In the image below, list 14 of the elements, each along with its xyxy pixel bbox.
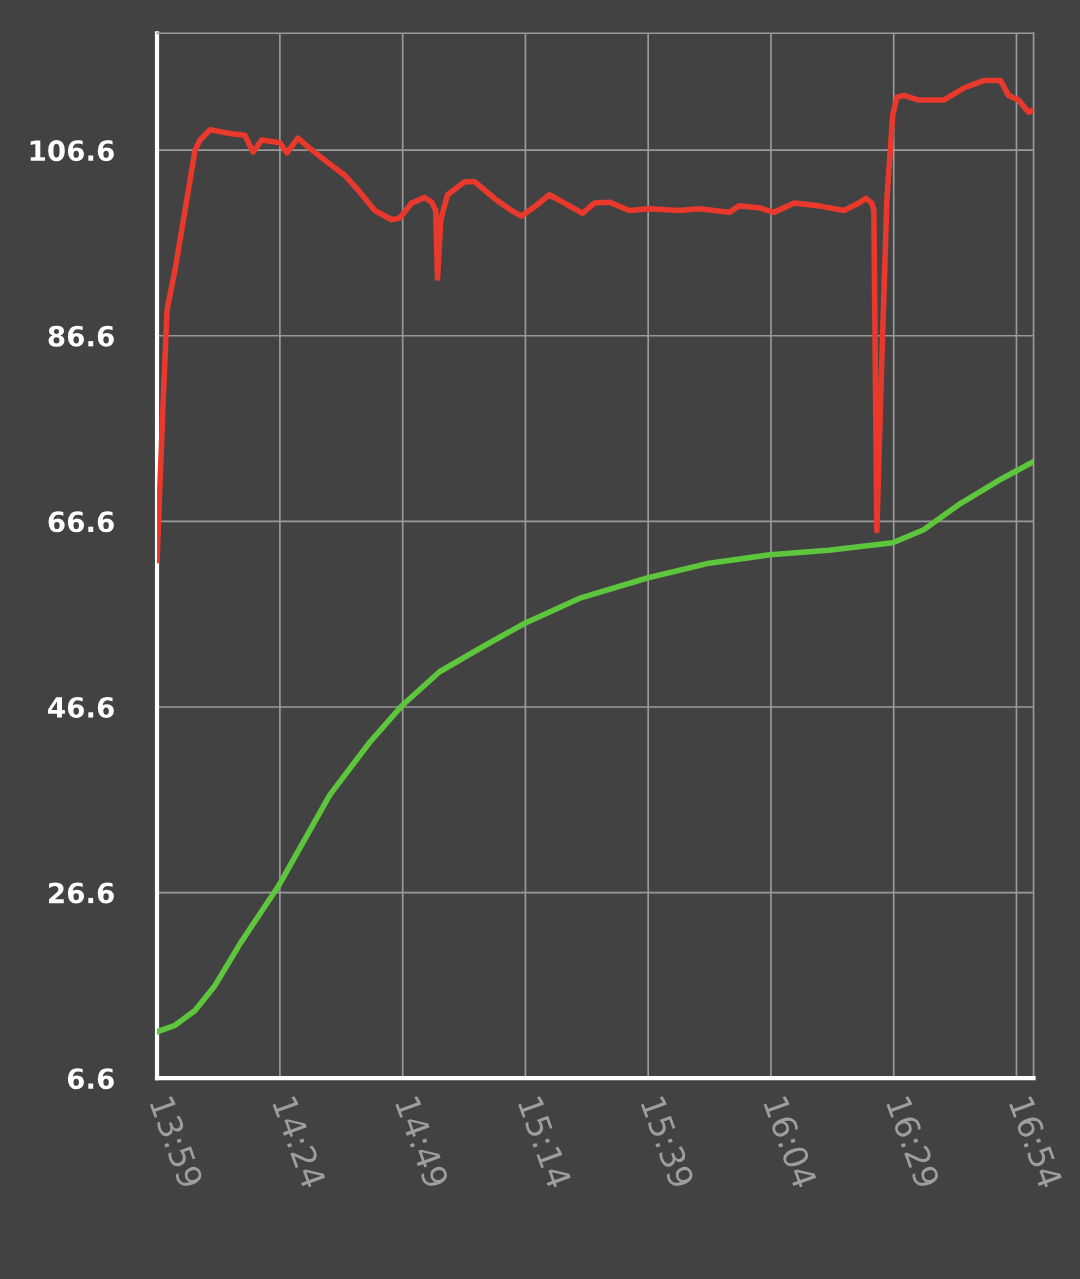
- x-tick-label: 13:59: [149, 1095, 204, 1190]
- y-tick-label: 86.6: [48, 325, 114, 347]
- y-tick-label: 106.6: [30, 140, 114, 162]
- y-tick-label: 26.6: [49, 882, 114, 904]
- x-tick-label: 16:54: [1008, 1095, 1064, 1190]
- x-tick-label: 14:49: [394, 1095, 450, 1190]
- y-tick-label: 6.6: [67, 1068, 114, 1090]
- x-tick-label: 15:14: [517, 1095, 572, 1190]
- x-tick-label: 15:39: [640, 1095, 695, 1190]
- x-tick-label: 14:24: [272, 1095, 327, 1190]
- y-tick-label: 46.6: [48, 696, 114, 718]
- x-tick-label: 16:29: [885, 1095, 941, 1190]
- x-tick-label: 16:04: [763, 1095, 818, 1190]
- y-tick-label: 66.6: [48, 511, 114, 533]
